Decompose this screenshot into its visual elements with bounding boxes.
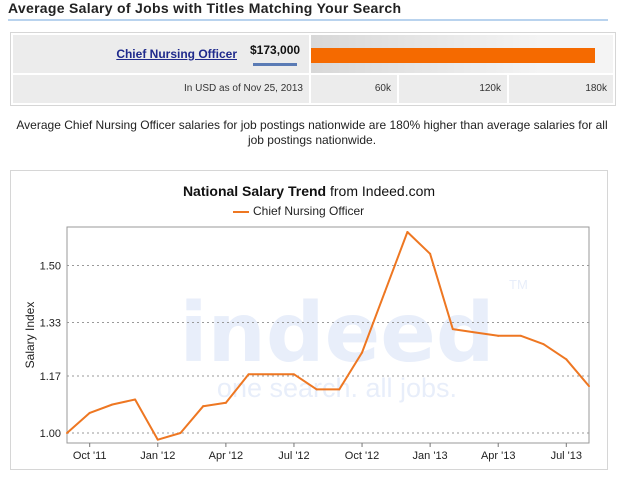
data-point	[156, 438, 159, 441]
x-tick-label: Jul '13	[551, 450, 582, 462]
trend-panel: National Salary Trend from Indeed.com Ch…	[10, 170, 608, 470]
scale-label-120k: 120k	[399, 75, 507, 103]
trend-title-source: from Indeed.com	[326, 183, 436, 199]
data-point	[383, 291, 386, 294]
data-point	[497, 334, 500, 337]
legend-label: Chief Nursing Officer	[253, 204, 365, 218]
y-tick-label: 1.17	[40, 371, 61, 383]
data-point	[542, 343, 545, 346]
salary-bar-area	[311, 35, 613, 73]
scale-label-60k: 60k	[311, 75, 397, 103]
salary-summary: Average Chief Nursing Officer salaries f…	[16, 118, 608, 147]
data-point	[134, 398, 137, 401]
data-point	[474, 331, 477, 334]
x-tick-label: Oct '11	[73, 450, 107, 462]
data-point	[565, 358, 568, 361]
indeed-watermark-tagline: one search. all jobs.	[217, 373, 457, 403]
trend-title-bold: National Salary Trend	[182, 183, 327, 199]
salary-value: $173,000	[250, 43, 301, 57]
series-line-chief-nursing-officer	[66, 231, 590, 441]
x-tick-label: Jan '13	[413, 450, 448, 462]
data-point	[315, 388, 318, 391]
x-tick-label: Jan '12	[140, 450, 175, 462]
y-axis-label: Salary Index	[23, 302, 37, 369]
indeed-watermark-logo: indeed	[179, 286, 494, 381]
salary-panel: Chief Nursing Officer $173,000 In USD as…	[10, 32, 616, 106]
data-point	[588, 385, 590, 388]
scale-label-180k: 180k	[509, 75, 613, 103]
data-point	[224, 401, 227, 404]
data-point	[247, 373, 250, 376]
data-point	[361, 351, 364, 354]
job-title-cell: Chief Nursing Officer $173,000	[13, 35, 309, 73]
x-tick-label: Jul '12	[278, 450, 309, 462]
data-point	[179, 431, 182, 434]
y-tick-label: 1.00	[40, 428, 61, 440]
currency-note: In USD as of Nov 25, 2013	[13, 75, 309, 103]
data-point	[519, 334, 522, 337]
chart-legend: Chief Nursing Officer	[233, 204, 364, 218]
data-point	[111, 403, 114, 406]
job-title-link[interactable]: Chief Nursing Officer	[116, 47, 237, 61]
indeed-watermark-tm: TM	[509, 277, 528, 292]
x-tick-label: Oct '12	[345, 450, 380, 462]
trend-title: National Salary Trend from Indeed.com	[11, 183, 607, 199]
salary-trend-chart: indeed TM one search. all jobs. 1.00 1.17 1.3…	[23, 226, 590, 462]
y-tick-label: 1.33	[40, 317, 61, 329]
data-point	[88, 411, 91, 414]
legend-swatch	[233, 210, 249, 213]
data-point	[429, 252, 432, 255]
x-tick-label: Apr '13	[481, 450, 516, 462]
plot-area	[66, 226, 590, 444]
page-title: Average Salary of Jobs with Titles Match…	[8, 0, 608, 21]
data-point	[270, 373, 273, 376]
data-point	[338, 388, 341, 391]
salary-bar	[311, 48, 596, 63]
salary-scale-row: In USD as of Nov 25, 2013 60k 120k 180k	[13, 75, 613, 103]
y-tick-label: 1.50	[40, 261, 61, 273]
x-tick-label: Apr '12	[209, 450, 244, 462]
data-point	[406, 231, 409, 234]
data-point	[66, 431, 68, 434]
data-point	[202, 405, 205, 408]
data-point	[451, 328, 454, 331]
salary-underline	[253, 63, 297, 66]
data-point	[292, 373, 295, 376]
